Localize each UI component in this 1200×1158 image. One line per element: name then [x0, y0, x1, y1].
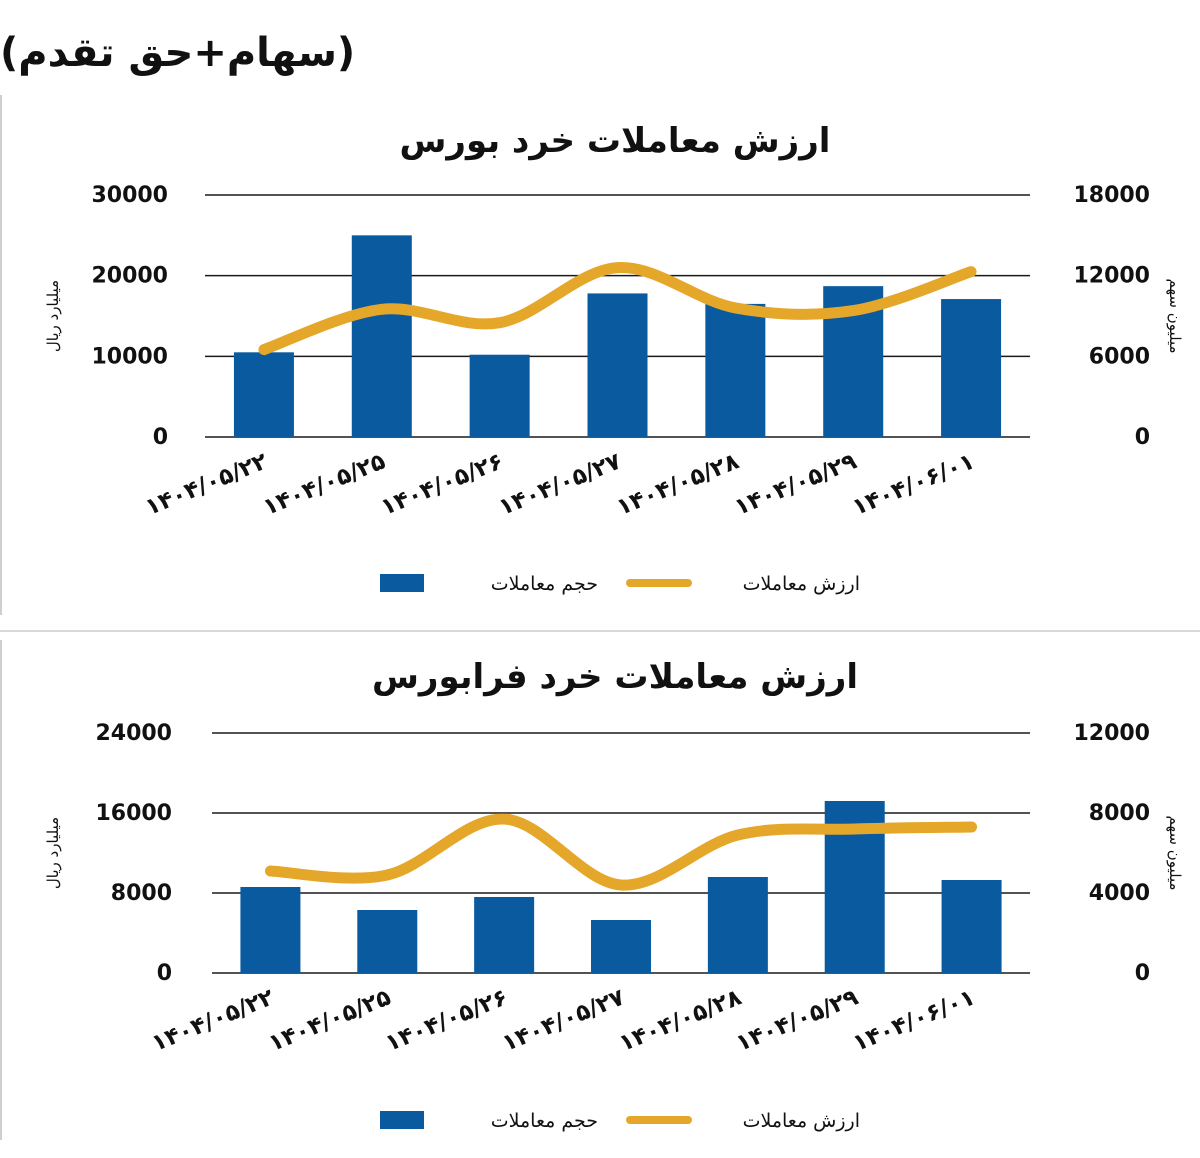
right-tick-label: 0 — [1135, 425, 1150, 450]
page-title: (سهام+حق تقدم) — [0, 30, 356, 76]
bar — [941, 880, 1002, 973]
right-tick-label: 12000 — [1073, 721, 1150, 746]
left-tick-label: 20000 — [91, 264, 168, 289]
legend-label-bars: حجم معاملات — [491, 1110, 598, 1132]
left-tick-label: 24000 — [95, 721, 172, 746]
chart-title: ارزش معاملات خرد فرابورس — [372, 657, 858, 697]
right-tick-label: 8000 — [1089, 801, 1150, 826]
right-tick-label: 12000 — [1073, 264, 1150, 289]
right-axis-label: میلیون سهم — [1166, 815, 1184, 890]
bar — [240, 887, 301, 973]
category-label: ۱۴۰۴/۰۶/۰۱ — [849, 448, 978, 520]
right-tick-label: 4000 — [1089, 881, 1150, 906]
category-label: ۱۴۰۴/۰۵/۲۶ — [382, 984, 511, 1056]
category-label: ۱۴۰۴/۰۵/۲۲ — [142, 448, 271, 520]
bar — [469, 354, 530, 437]
left-tick-label: 8000 — [111, 881, 172, 906]
right-tick-label: 6000 — [1089, 344, 1150, 369]
right-axis-label: میلیون سهم — [1166, 278, 1184, 353]
bar — [351, 235, 412, 437]
category-label: ۱۴۰۴/۰۵/۲۸ — [616, 984, 745, 1056]
legend-label-line: ارزش معاملات — [743, 573, 860, 595]
section-divider — [0, 630, 1200, 632]
series-line — [264, 813, 978, 891]
chart-title: ارزش معاملات خرد بورس — [400, 121, 831, 161]
chart-bourse: ارزش معاملات خرد بورس 0 10000 20000 30000 0 60… — [44, 121, 1184, 595]
legend-swatch-bars — [380, 574, 424, 592]
left-tick-label: 0 — [157, 961, 172, 986]
bar — [587, 293, 648, 437]
category-label: ۱۴۰۴/۰۵/۲۵ — [260, 448, 389, 520]
category-label: ۱۴۰۴/۰۵/۲۲ — [148, 984, 277, 1056]
left-axis-label: میلیارد ریال — [44, 817, 62, 889]
bar — [357, 910, 418, 973]
chart-farabourse: ارزش معاملات خرد فرابورس 0 8000 16000 24000 0… — [44, 657, 1184, 1132]
category-label: ۱۴۰۴/۰۵/۲۸ — [613, 448, 742, 520]
bar — [705, 303, 766, 437]
bar — [233, 352, 294, 437]
bar — [474, 897, 535, 973]
left-tick-label: 30000 — [91, 183, 168, 208]
legend-label-bars: حجم معاملات — [491, 573, 598, 595]
bar — [707, 877, 768, 973]
left-divider — [0, 95, 2, 615]
category-label: ۱۴۰۴/۰۵/۲۷ — [499, 984, 628, 1056]
left-axis-label: میلیارد ریال — [44, 280, 62, 352]
legend-swatch-bars — [380, 1111, 424, 1129]
right-tick-label: 18000 — [1073, 183, 1150, 208]
legend-label-line: ارزش معاملات — [743, 1110, 860, 1132]
bar — [941, 299, 1002, 437]
category-label: ۱۴۰۴/۰۵/۲۶ — [377, 448, 506, 520]
left-tick-label: 16000 — [95, 801, 172, 826]
left-tick-label: 0 — [153, 425, 168, 450]
category-label: ۱۴۰۴/۰۵/۲۷ — [495, 448, 624, 520]
right-tick-label: 0 — [1135, 961, 1150, 986]
left-tick-label: 10000 — [91, 344, 168, 369]
category-label: ۱۴۰۴/۰۵/۲۹ — [731, 448, 860, 520]
series-line — [258, 262, 977, 356]
category-label: ۱۴۰۴/۰۵/۲۵ — [265, 984, 394, 1056]
category-label: ۱۴۰۴/۰۵/۲۹ — [733, 984, 862, 1056]
left-divider — [0, 640, 2, 1140]
bar — [591, 920, 651, 973]
category-label: ۱۴۰۴/۰۶/۰۱ — [849, 984, 978, 1056]
